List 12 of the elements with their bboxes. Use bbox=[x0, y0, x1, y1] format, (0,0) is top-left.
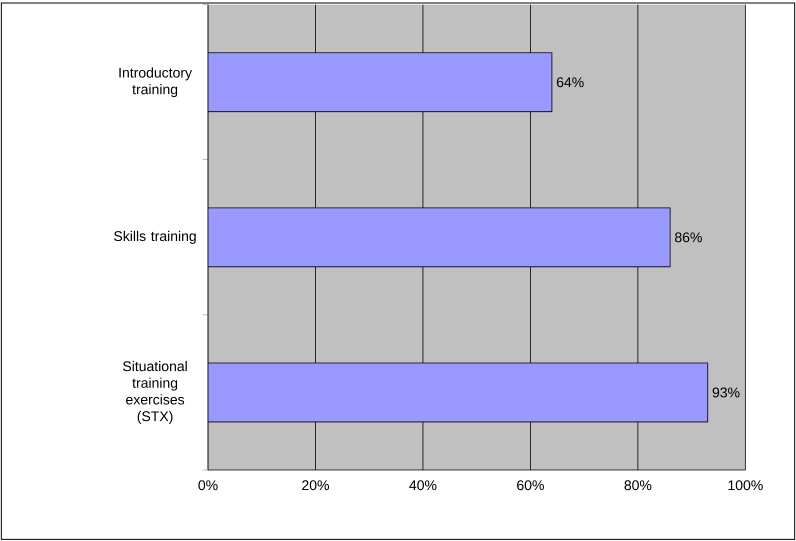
data-label: 64% bbox=[556, 77, 584, 88]
data-label: 93% bbox=[712, 388, 740, 398]
x-tick-label: 0% bbox=[198, 480, 218, 490]
x-tick-label: 60% bbox=[517, 480, 544, 490]
x-tick-label: 100% bbox=[728, 480, 763, 490]
y-tick-label: Introductory training bbox=[119, 68, 192, 98]
y-tick-label: Situational training exercises (STX) bbox=[123, 361, 187, 424]
x-tick-label: 20% bbox=[302, 480, 329, 490]
y-tick-label: Skills training bbox=[114, 230, 196, 244]
x-tick-label: 80% bbox=[624, 480, 652, 490]
x-tick-label: 40% bbox=[409, 480, 436, 490]
data-label: 86% bbox=[674, 232, 702, 242]
